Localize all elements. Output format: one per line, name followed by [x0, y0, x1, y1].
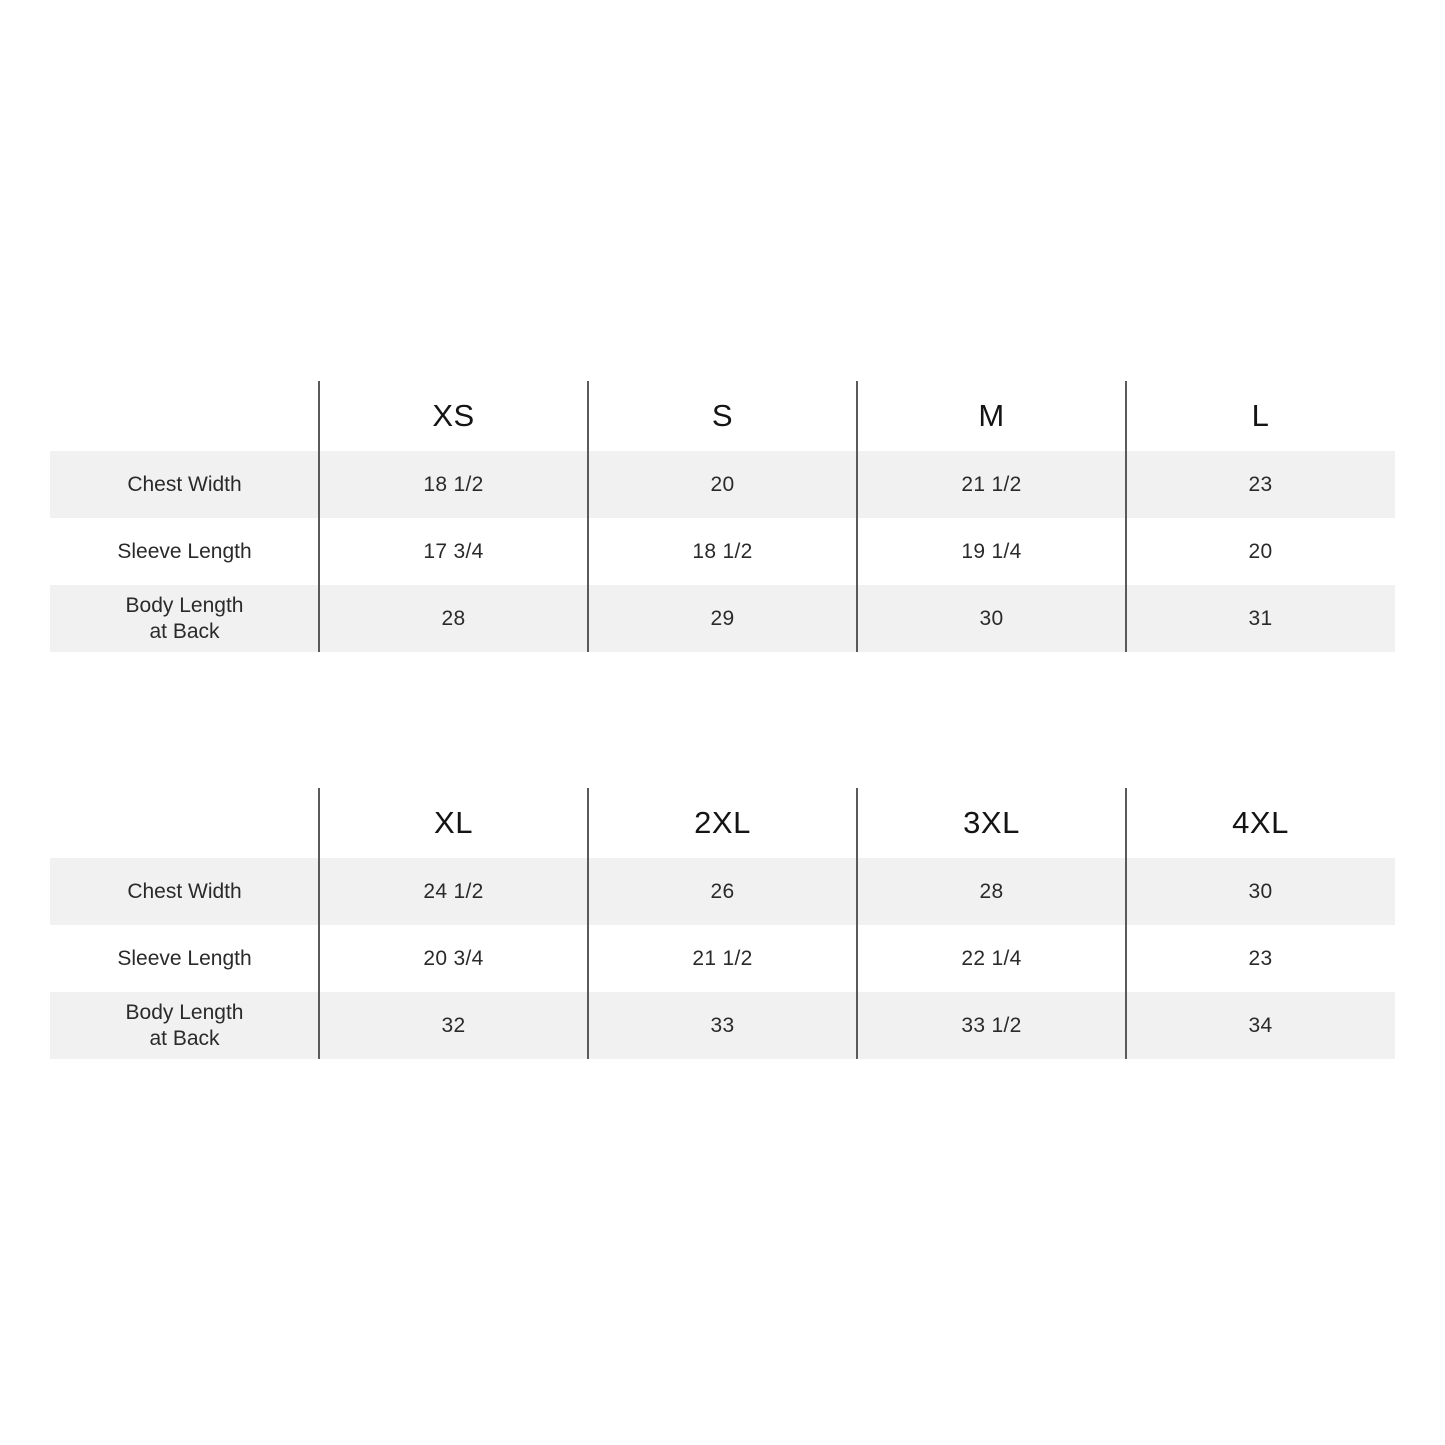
cell-value: 31: [1248, 606, 1273, 630]
row-label-line2: at Back: [149, 1026, 220, 1050]
row-label-text: Sleeve Length: [117, 946, 252, 970]
cell-value: 28: [441, 606, 466, 630]
row-label: Sleeve Length: [50, 925, 319, 992]
cell-value: 20: [710, 472, 735, 496]
size-header-row: XL 2XL 3XL 4XL: [50, 788, 1395, 858]
cell-value: 26: [710, 879, 735, 903]
column-divider: [1125, 788, 1127, 1059]
column-divider: [587, 788, 589, 1059]
row-label: Chest Width: [50, 451, 319, 518]
column-divider: [587, 381, 589, 652]
size-header-l: L: [1251, 398, 1270, 433]
cell-value: 28: [979, 879, 1004, 903]
row-label: Body Length at Back: [50, 585, 319, 652]
cell-value: 33: [710, 1013, 735, 1037]
cell-value: 18 1/2: [692, 539, 753, 563]
cell-value: 33 1/2: [961, 1013, 1022, 1037]
column-divider: [856, 381, 858, 652]
row-label: Chest Width: [50, 858, 319, 925]
table-row-body-length: Body Length at Back 28 29 30 31: [50, 585, 1395, 652]
row-label-line1: Body Length: [125, 1000, 244, 1024]
row-label-line1: Body Length: [125, 593, 244, 617]
size-header-s: S: [711, 398, 734, 433]
header-spacer: [50, 788, 319, 858]
cell-value: 32: [441, 1013, 466, 1037]
table-row-sleeve-length: Sleeve Length 17 3/4 18 1/2 19 1/4 20: [50, 518, 1395, 585]
cell-value: 20 3/4: [423, 946, 484, 970]
cell-value: 23: [1248, 472, 1273, 496]
row-label: Sleeve Length: [50, 518, 319, 585]
size-header-xl: XL: [434, 805, 473, 840]
row-label-text: Chest Width: [127, 879, 242, 903]
row-label-text: Sleeve Length: [117, 539, 252, 563]
size-header-xs: XS: [432, 398, 475, 433]
column-divider: [1125, 381, 1127, 652]
row-label-text: Chest Width: [127, 472, 242, 496]
cell-value: 19 1/4: [961, 539, 1022, 563]
cell-value: 24 1/2: [423, 879, 484, 903]
cell-value: 21 1/2: [961, 472, 1022, 496]
size-chart-table-large-sizes: XL 2XL 3XL 4XL Chest Width 24 1/2 26 28 …: [50, 788, 1395, 1059]
row-label: Body Length at Back: [50, 992, 319, 1059]
cell-value: 18 1/2: [423, 472, 484, 496]
table-row-sleeve-length: Sleeve Length 20 3/4 21 1/2 22 1/4 23: [50, 925, 1395, 992]
header-spacer: [50, 381, 319, 451]
table-row-chest-width: Chest Width 18 1/2 20 21 1/2 23: [50, 451, 1395, 518]
size-header-4xl: 4XL: [1232, 805, 1289, 840]
table-row-body-length: Body Length at Back 32 33 33 1/2 34: [50, 992, 1395, 1059]
size-header-m: M: [978, 398, 1005, 433]
cell-value: 34: [1248, 1013, 1273, 1037]
size-header-row: XS S M L: [50, 381, 1395, 451]
column-divider: [318, 381, 320, 652]
column-divider: [318, 788, 320, 1059]
size-chart-table-small-sizes: XS S M L Chest Width 18 1/2 20 21 1/2 23…: [50, 381, 1395, 652]
size-header-3xl: 3XL: [963, 805, 1020, 840]
row-label-line2: at Back: [149, 619, 220, 643]
cell-value: 23: [1248, 946, 1273, 970]
size-header-2xl: 2XL: [694, 805, 751, 840]
cell-value: 21 1/2: [692, 946, 753, 970]
cell-value: 30: [1248, 879, 1273, 903]
column-divider: [856, 788, 858, 1059]
cell-value: 17 3/4: [423, 539, 484, 563]
table-row-chest-width: Chest Width 24 1/2 26 28 30: [50, 858, 1395, 925]
cell-value: 30: [979, 606, 1004, 630]
cell-value: 20: [1248, 539, 1273, 563]
cell-value: 22 1/4: [961, 946, 1022, 970]
cell-value: 29: [710, 606, 735, 630]
